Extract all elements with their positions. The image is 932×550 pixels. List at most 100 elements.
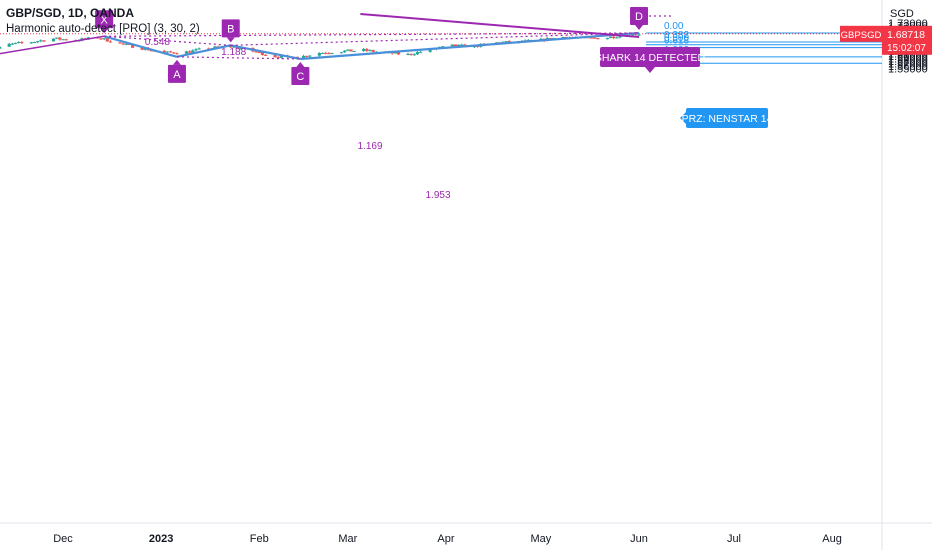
candle-body [7, 43, 11, 47]
point-marker-x[interactable]: X [95, 10, 114, 34]
candle-body [184, 51, 189, 54]
candle-body [596, 38, 600, 40]
banner-box [600, 47, 700, 67]
indicator-title[interactable]: Harmonic auto-detect [PRO] (3, 30, 2) [6, 23, 200, 35]
candle-body [29, 42, 33, 44]
candle-body [165, 51, 170, 53]
price-tick-label: 1.56000 [888, 61, 928, 73]
pattern-leg-ab [176, 44, 231, 58]
point-marker-a[interactable]: A [167, 59, 186, 83]
marker-arrow [172, 59, 181, 65]
candle-body [419, 51, 423, 53]
candle-body [320, 52, 325, 54]
candle-body [17, 42, 21, 44]
candle-body [105, 38, 109, 42]
ratio-label-ac: 1.188 [221, 47, 246, 58]
banner-arrow [645, 67, 655, 73]
currency-label: SGD [890, 8, 914, 20]
ratio-line-bd [230, 32, 640, 46]
candle-body [615, 37, 619, 39]
candle-body [32, 41, 37, 43]
ratio-label-xb: 0.548 [145, 37, 170, 48]
candle-body [406, 53, 410, 55]
candle-body [605, 38, 609, 40]
time-tick-label: Apr [437, 533, 454, 545]
candle-body [10, 43, 14, 45]
candle-body [238, 48, 242, 50]
candle-body [150, 50, 154, 52]
time-tick-label: Jul [727, 533, 741, 545]
marker-arrow [635, 24, 644, 30]
candle-body [504, 41, 508, 43]
point-marker-d[interactable]: D [630, 6, 649, 30]
time-tick-label: Aug [822, 533, 842, 545]
candle-body [36, 41, 40, 43]
candle-body [362, 48, 366, 51]
marker-label: D [635, 11, 643, 23]
candle-body [273, 55, 277, 58]
candle-body [162, 50, 166, 53]
candle-body [457, 44, 461, 47]
ratio-label-bd: 1.953 [425, 190, 450, 201]
time-tick-label: Dec [53, 533, 73, 545]
ratio-line-xd [104, 32, 640, 37]
candle-body [55, 37, 59, 39]
last-price-tag: GBPSGD 1.68718 15:02:07 [840, 25, 932, 55]
candle-body [260, 51, 264, 55]
symbol-tag-text: GBPSGD [841, 30, 882, 41]
pattern-leg-cd [300, 31, 640, 61]
candle-body [324, 52, 328, 54]
marker-box [95, 10, 114, 29]
candle-body [608, 36, 613, 39]
candle-body [453, 44, 458, 47]
candle-body [346, 49, 350, 51]
candle-body [612, 36, 616, 39]
candle-body [352, 50, 356, 52]
candle-body [409, 53, 413, 55]
marker-label: B [227, 23, 234, 35]
candle-body [124, 43, 128, 45]
ratio-line-ac [176, 56, 301, 60]
candle-body [317, 53, 321, 56]
candle-body [396, 52, 401, 55]
candle-body [365, 48, 369, 51]
candle-body [175, 53, 179, 55]
point-marker-b[interactable]: B [221, 19, 240, 43]
point-marker-c[interactable]: C [291, 61, 310, 85]
pattern-leg-xa [103, 35, 178, 58]
candle-body [412, 54, 416, 56]
candle-body [20, 42, 24, 44]
marker-arrow [100, 28, 109, 34]
candle-body [254, 51, 258, 53]
marker-box [221, 19, 240, 38]
candle-body [257, 51, 261, 53]
candle-body [51, 38, 56, 42]
candle-body [140, 47, 144, 50]
candle-body [279, 55, 283, 58]
candle-body [102, 38, 106, 40]
price-tick-label: 1.57000 [888, 58, 928, 70]
candle-body [213, 46, 217, 49]
prz-label[interactable]: PRZ: NENSTAR 14 [680, 108, 773, 128]
candle-body [327, 53, 331, 55]
symbol-title[interactable]: GBP/SGD, 1D, OANDA [6, 6, 135, 20]
pattern-leg-bc [230, 44, 301, 61]
ratio-line-xb [104, 35, 231, 46]
candle-body [121, 43, 125, 45]
time-tick-label: Jun [630, 533, 648, 545]
candle-body [593, 37, 597, 39]
time-tick-label: Mar [338, 533, 357, 545]
fib-level-label: 0.382 [664, 30, 689, 41]
fib-level-label: 0.500 [664, 33, 689, 44]
prz-text: PRZ: NENSTAR 14 [682, 113, 773, 125]
price-tag-box [882, 25, 932, 55]
candle-body [301, 55, 306, 59]
trendline-to-x [0, 35, 105, 55]
candle-body [58, 37, 62, 40]
candle-body [343, 50, 347, 53]
marker-arrow [226, 37, 235, 43]
prz-arrow [680, 112, 686, 124]
time-tick-label: Feb [250, 533, 269, 545]
shark-detected-banner[interactable]: SHARK 14 DETECTED [595, 47, 706, 73]
